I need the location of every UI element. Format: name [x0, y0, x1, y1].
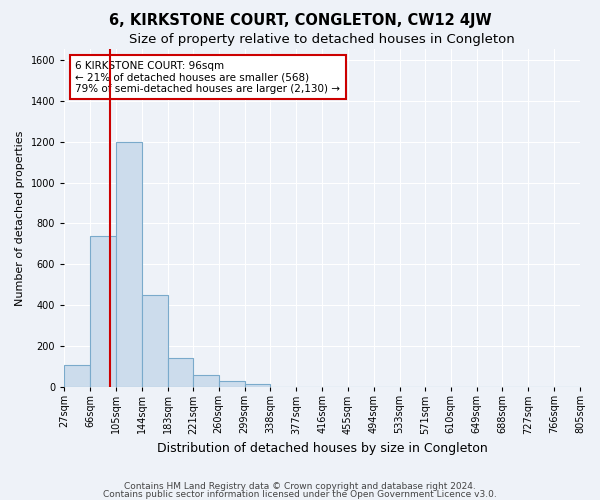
Text: 6 KIRKSTONE COURT: 96sqm
← 21% of detached houses are smaller (568)
79% of semi-: 6 KIRKSTONE COURT: 96sqm ← 21% of detach… [76, 60, 340, 94]
Bar [116, 142, 142, 387]
Bar [90, 236, 116, 387]
Title: Size of property relative to detached houses in Congleton: Size of property relative to detached ho… [129, 32, 515, 46]
Text: 6, KIRKSTONE COURT, CONGLETON, CW12 4JW: 6, KIRKSTONE COURT, CONGLETON, CW12 4JW [109, 12, 491, 28]
Bar [218, 382, 245, 387]
Bar [167, 358, 193, 387]
Bar [64, 364, 90, 387]
X-axis label: Distribution of detached houses by size in Congleton: Distribution of detached houses by size … [157, 442, 487, 455]
Text: Contains public sector information licensed under the Open Government Licence v3: Contains public sector information licen… [103, 490, 497, 499]
Text: Contains HM Land Registry data © Crown copyright and database right 2024.: Contains HM Land Registry data © Crown c… [124, 482, 476, 491]
Bar [245, 384, 271, 387]
Bar [142, 295, 167, 387]
Bar [193, 375, 218, 387]
Y-axis label: Number of detached properties: Number of detached properties [15, 130, 25, 306]
